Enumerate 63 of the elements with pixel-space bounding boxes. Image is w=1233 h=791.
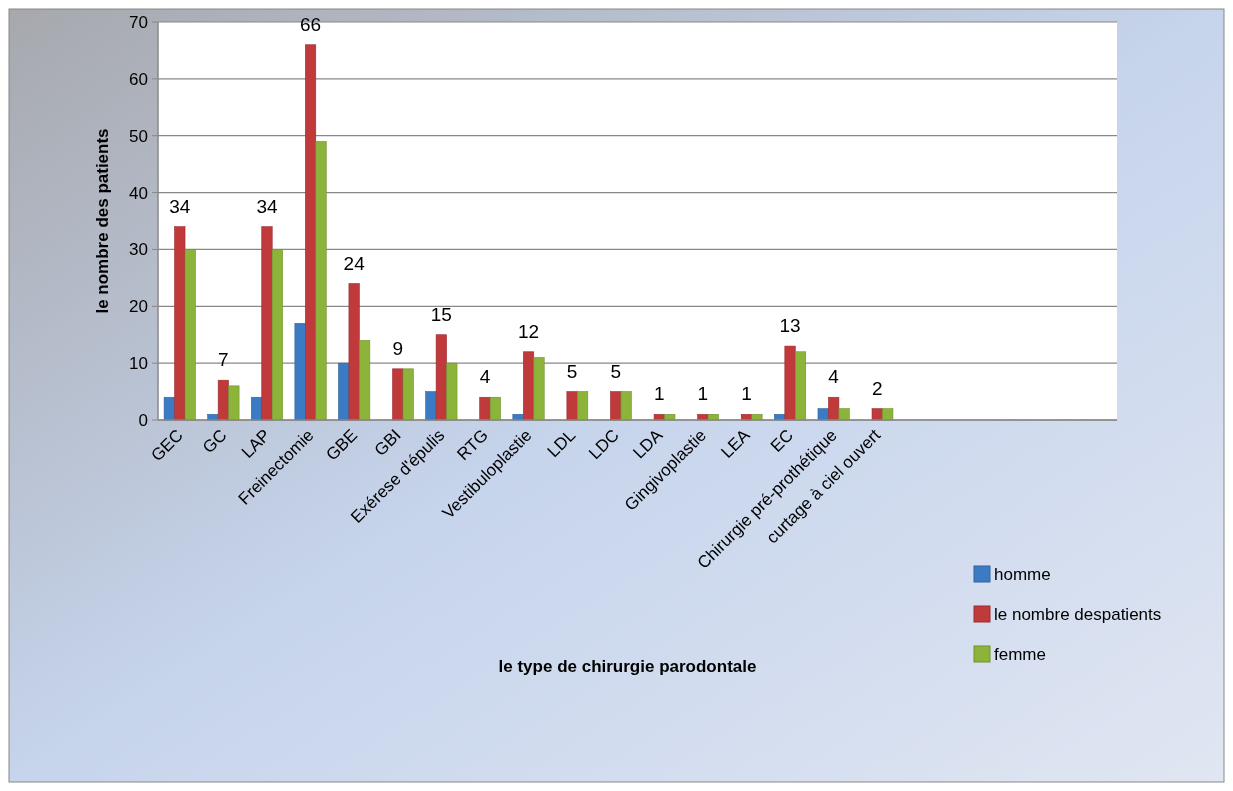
data-label: 15 [430,303,452,325]
bar [479,396,491,421]
bar [577,391,589,421]
y-tick-label: 30 [129,240,148,260]
y-tick-label: 70 [129,12,148,32]
x-tick-label: LEA [717,425,754,462]
x-tick-label: GBI [370,425,405,460]
bar [533,357,545,421]
data-label: 5 [610,360,621,382]
y-tick-label: 40 [129,183,148,203]
bar [402,368,414,421]
bar [348,283,360,421]
data-label: 9 [392,337,404,359]
bar [174,226,186,421]
bar [817,408,829,421]
bar [315,141,327,421]
legend-label: homme [994,564,1051,584]
data-label: 2 [871,377,883,399]
data-label: 12 [517,320,540,342]
bar [338,362,350,421]
data-label: 1 [741,383,752,405]
data-label: 4 [828,366,840,388]
bar [828,396,840,421]
bar [795,351,807,421]
legend-label: le nombre despatients [994,604,1162,624]
data-label: 34 [169,195,191,217]
bar [784,345,796,421]
data-label: 66 [300,13,322,35]
x-axis-title: le type de chirurgie parodontale [498,657,757,676]
x-tick-label: GC [198,425,231,458]
y-axis-title: le nombre des patients [93,128,112,314]
y-tick-label: 50 [129,126,148,146]
bar [522,351,535,421]
bar [163,396,175,421]
bar [184,249,196,421]
bar [446,362,458,421]
bar [305,44,317,421]
bar [435,334,447,421]
y-tick-label: 0 [138,410,148,430]
data-label: 1 [654,383,665,405]
x-tick-label: LDL [543,425,580,462]
bar [871,408,883,421]
y-tick-label: 60 [129,69,148,89]
bar [228,385,240,421]
bar [359,340,371,421]
data-label: 13 [779,315,801,337]
y-tick-label: 10 [129,354,148,374]
bar [294,323,306,421]
data-label: 34 [256,195,278,217]
bar [838,408,850,421]
data-label: 5 [566,360,578,382]
y-tick-label: 20 [129,297,148,317]
data-label: 4 [479,366,491,388]
data-label: 24 [343,252,366,274]
data-label: 7 [218,349,229,371]
bar [620,391,632,421]
data-label: 1 [697,383,709,405]
bar [271,249,283,421]
bar [489,396,501,421]
legend-label: femme [994,644,1046,664]
bar [882,408,894,421]
bar [566,391,578,421]
bar [261,226,273,421]
